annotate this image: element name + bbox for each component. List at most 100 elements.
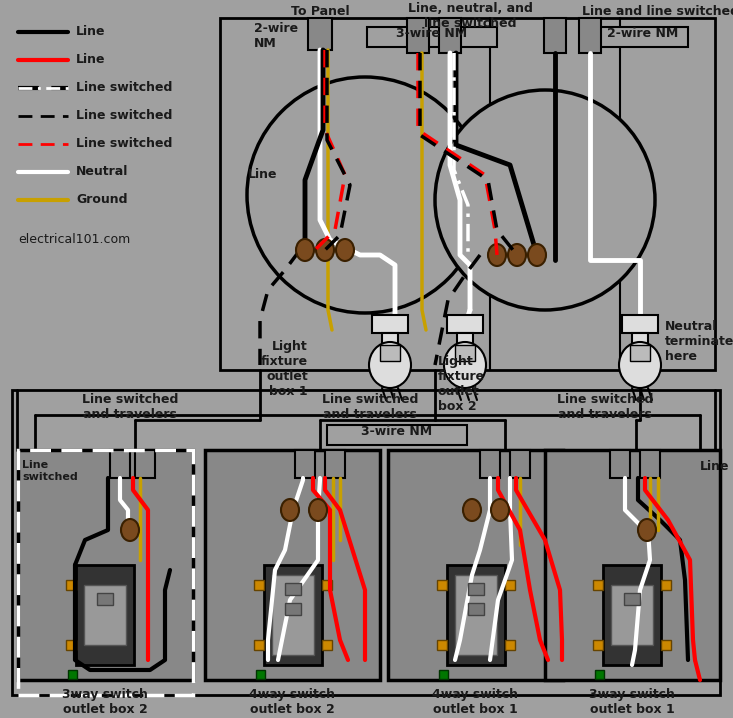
Ellipse shape (638, 519, 656, 541)
Bar (322, 640, 332, 650)
Bar (254, 580, 264, 590)
Circle shape (435, 90, 655, 310)
Bar (544, 18, 566, 53)
Ellipse shape (309, 499, 327, 521)
Text: Line switched
and travelers: Line switched and travelers (322, 393, 419, 421)
Ellipse shape (369, 342, 411, 388)
Bar (325, 450, 345, 478)
Bar (256, 670, 265, 679)
Bar (68, 670, 77, 679)
Text: Line, neutral, and
line switched: Line, neutral, and line switched (408, 2, 532, 30)
Bar (254, 640, 264, 650)
Bar (480, 450, 500, 478)
Bar (661, 640, 671, 650)
Text: Line switched: Line switched (76, 137, 172, 150)
Bar (455, 575, 497, 655)
Bar (545, 450, 720, 680)
Bar (308, 18, 332, 50)
Text: Line switched
and travelers: Line switched and travelers (557, 393, 653, 421)
Bar (437, 580, 447, 590)
Bar (295, 450, 315, 478)
Text: Line switched: Line switched (76, 81, 172, 94)
Bar (439, 670, 448, 679)
Text: 3way switch
outlet box 1: 3way switch outlet box 1 (589, 688, 675, 716)
Text: Light
fixture
outlet
box 2: Light fixture outlet box 2 (438, 355, 485, 413)
Text: 3-wire NM: 3-wire NM (361, 425, 432, 438)
Ellipse shape (296, 239, 314, 261)
Bar (367, 27, 497, 47)
Bar (382, 333, 398, 345)
Bar (630, 345, 650, 361)
Text: Neutral
terminates
here: Neutral terminates here (665, 320, 733, 363)
Ellipse shape (121, 519, 139, 541)
Bar (510, 450, 530, 478)
Bar (610, 450, 630, 478)
Text: 2-wire
NM: 2-wire NM (254, 22, 298, 50)
Text: Line: Line (700, 460, 729, 473)
Text: 2-wire NM: 2-wire NM (608, 27, 679, 40)
Bar (468, 603, 484, 615)
Text: 4way switch
outlet box 1: 4way switch outlet box 1 (432, 688, 518, 716)
Bar (205, 450, 380, 680)
Bar (439, 18, 461, 53)
Text: Light
fixture
outlet
box 1: Light fixture outlet box 1 (261, 340, 308, 398)
Bar (603, 565, 661, 665)
Text: Line: Line (248, 168, 278, 181)
Bar (505, 580, 515, 590)
Bar (505, 640, 515, 650)
Bar (380, 345, 400, 361)
Bar (18, 450, 193, 680)
Text: Line switched
and travelers: Line switched and travelers (82, 393, 178, 421)
Bar (468, 583, 484, 595)
Text: Line switched: Line switched (76, 109, 172, 122)
Bar (285, 583, 301, 595)
Bar (12, 390, 720, 695)
Bar (18, 450, 193, 695)
Bar (272, 575, 314, 655)
Bar (455, 345, 475, 361)
Text: 4way switch
outlet box 2: 4way switch outlet box 2 (249, 688, 335, 716)
Ellipse shape (316, 239, 334, 261)
Text: Ground: Ground (76, 193, 128, 206)
Text: 3way switch
outlet box 2: 3way switch outlet box 2 (62, 688, 148, 716)
Ellipse shape (463, 499, 481, 521)
Text: Line: Line (76, 25, 106, 38)
Text: Neutral: Neutral (76, 165, 128, 178)
Circle shape (247, 77, 483, 313)
Bar (595, 670, 604, 679)
Ellipse shape (336, 239, 354, 261)
Bar (437, 640, 447, 650)
Bar (640, 450, 660, 478)
Bar (110, 450, 130, 478)
Text: 3-wire NM: 3-wire NM (397, 27, 468, 40)
Bar (285, 603, 301, 615)
Bar (372, 315, 408, 333)
Bar (624, 593, 640, 605)
Text: Line
switched: Line switched (22, 460, 78, 482)
Bar (66, 640, 76, 650)
Text: To Panel: To Panel (291, 5, 350, 18)
Bar (135, 450, 155, 478)
Ellipse shape (488, 244, 506, 266)
Bar (579, 18, 601, 53)
Bar (84, 585, 126, 645)
Bar (447, 565, 505, 665)
Bar (407, 18, 429, 53)
Bar (632, 333, 648, 345)
Text: electrical101.com: electrical101.com (18, 233, 130, 246)
Bar (593, 640, 603, 650)
Bar (220, 18, 715, 370)
Bar (97, 593, 113, 605)
Bar (457, 333, 473, 345)
Ellipse shape (619, 342, 661, 388)
Bar (322, 580, 332, 590)
Bar (264, 565, 322, 665)
Ellipse shape (508, 244, 526, 266)
Bar (611, 585, 653, 645)
Ellipse shape (528, 244, 546, 266)
Bar (327, 425, 467, 445)
Bar (447, 315, 483, 333)
Ellipse shape (491, 499, 509, 521)
Text: Line: Line (76, 53, 106, 66)
Bar (388, 450, 563, 680)
